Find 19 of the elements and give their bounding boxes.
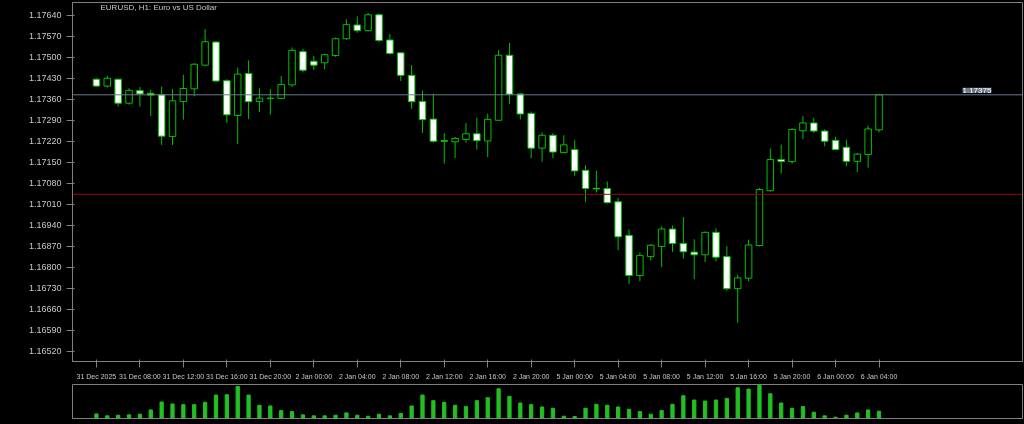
chart-title: EURUSD, H1: Euro vs US Dollar [100, 2, 218, 12]
y-tick-label: 1.17010 [28, 199, 62, 210]
y-tick-label: 1.17640 [28, 10, 62, 21]
y-tick-label: 1.16800 [28, 262, 62, 273]
ref-line-label: 1.17375 [962, 85, 992, 95]
y-tick-label: 1.17360 [28, 94, 62, 105]
y-tick-label: 1.17430 [28, 73, 62, 84]
y-tick-label: 1.17290 [28, 115, 62, 126]
y-tick-label: 1.16730 [28, 283, 62, 294]
y-tick-label: 1.16870 [28, 241, 62, 252]
y-tick-label: 1.17220 [28, 136, 62, 147]
y-tick-label: 1.16940 [28, 220, 62, 231]
y-tick-label: 1.16520 [28, 346, 62, 357]
y-tick-label: 1.16590 [28, 325, 62, 336]
y-tick-label: 1.16660 [28, 304, 62, 315]
y-tick-label: 1.17150 [28, 157, 62, 168]
y-tick-label: 1.17500 [28, 52, 62, 63]
y-tick-label: 1.17570 [28, 31, 62, 42]
y-tick-label: 1.17080 [28, 178, 62, 189]
